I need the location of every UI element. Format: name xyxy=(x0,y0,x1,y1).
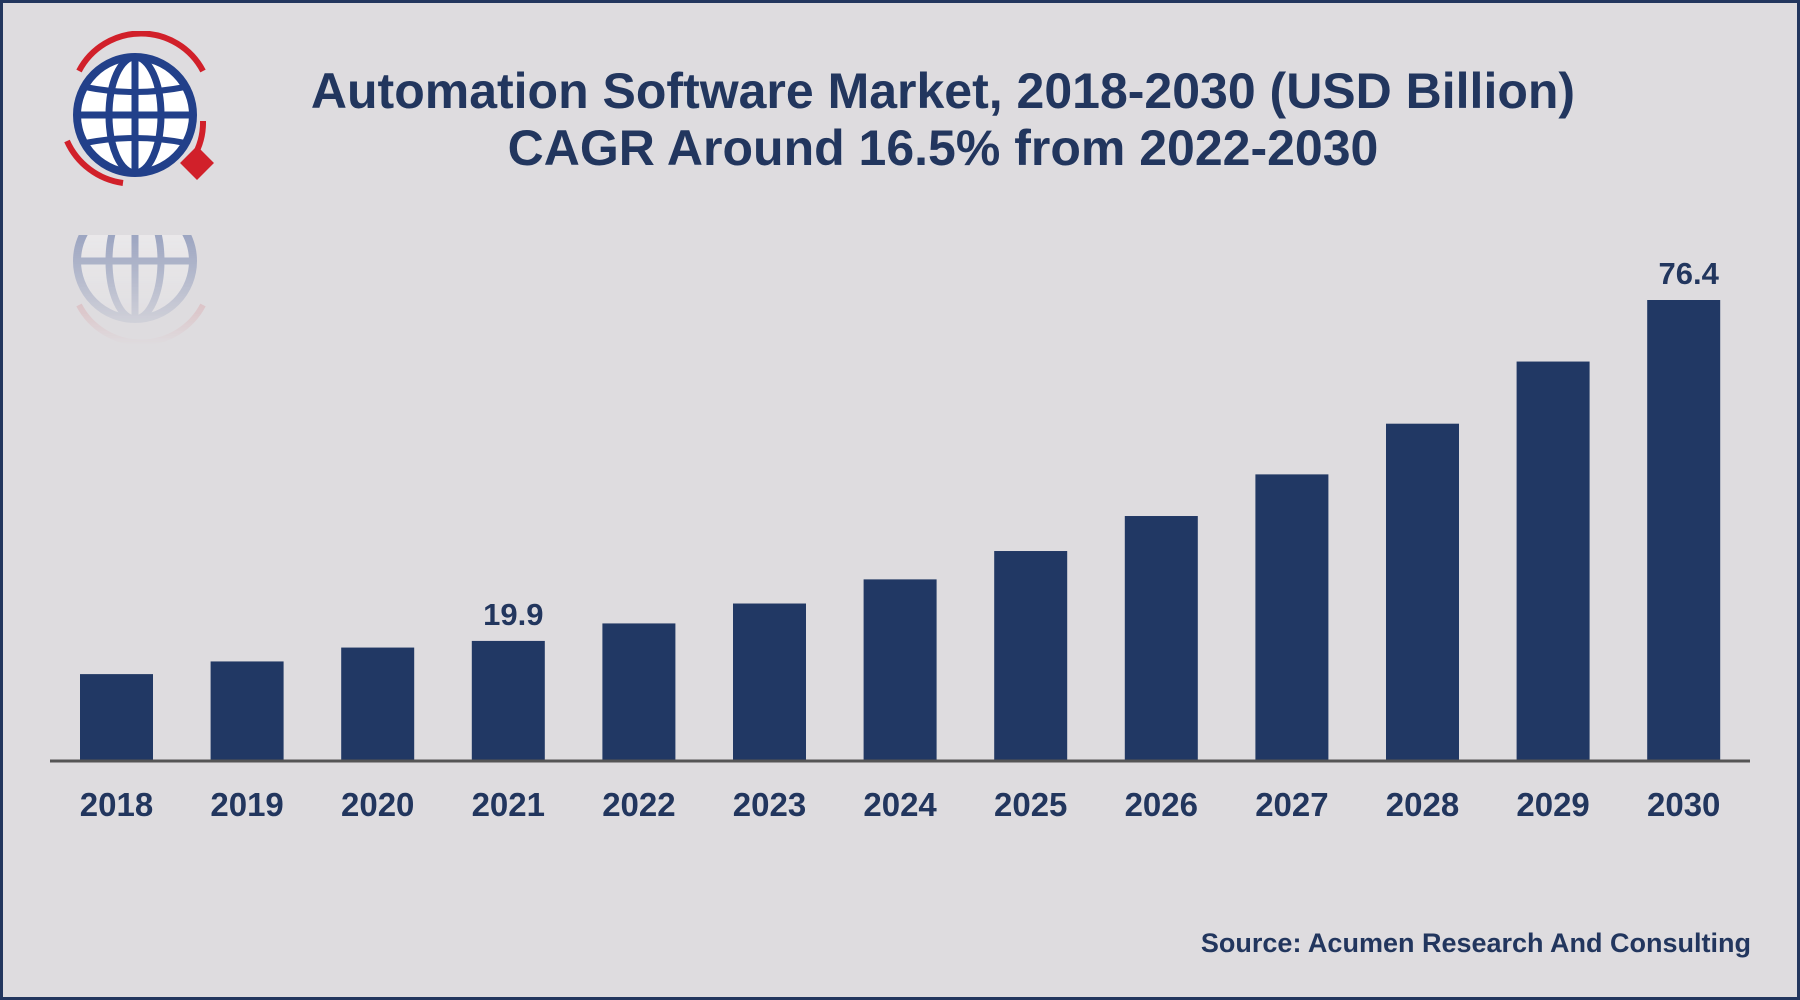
logo-reflection-icon xyxy=(53,235,223,345)
bar-2030 xyxy=(1647,300,1721,761)
x-tick-label-2023: 2023 xyxy=(733,786,806,823)
bar-2026 xyxy=(1124,516,1198,761)
x-tick-labels: 2018 2019 2020 2021 2022 2023 2024 2025 2026 2027… xyxy=(80,786,1721,823)
bar-2021 xyxy=(471,640,545,761)
x-tick-label-2029: 2029 xyxy=(1516,786,1589,823)
x-tick-label-2018: 2018 xyxy=(80,786,153,823)
bar-2024 xyxy=(863,579,937,761)
x-tick-label-2027: 2027 xyxy=(1255,786,1328,823)
bar-series xyxy=(80,300,1721,761)
bar-2029 xyxy=(1516,361,1590,761)
bar-2020 xyxy=(341,647,415,761)
value-labels: 19.9 76.4 xyxy=(483,256,1719,632)
x-tick-label-2019: 2019 xyxy=(210,786,283,823)
x-tick-label-2030: 2030 xyxy=(1647,786,1720,823)
data-label-2030: 76.4 xyxy=(1659,256,1720,291)
bar-2019 xyxy=(210,661,284,761)
x-tick-label-2024: 2024 xyxy=(863,786,937,823)
x-tick-label-2026: 2026 xyxy=(1125,786,1198,823)
bar-2022 xyxy=(602,623,676,761)
bar-2027 xyxy=(1255,474,1329,761)
chart-title: Automation Software Market, 2018-2030 (U… xyxy=(310,63,1576,119)
globe-logo-icon xyxy=(53,30,223,201)
source-note: Source: Acumen Research And Consulting xyxy=(1200,928,1751,958)
bar-2028 xyxy=(1386,423,1459,761)
data-label-2021: 19.9 xyxy=(483,597,543,632)
chart-subtitle: CAGR Around 16.5% from 2022-2030 xyxy=(507,120,1379,176)
bar-2023 xyxy=(733,603,806,761)
x-tick-label-2021: 2021 xyxy=(472,786,545,823)
x-tick-label-2020: 2020 xyxy=(341,786,414,823)
bar-2025 xyxy=(994,551,1068,761)
x-tick-label-2022: 2022 xyxy=(602,786,675,823)
x-tick-label-2025: 2025 xyxy=(994,786,1067,823)
x-tick-label-2028: 2028 xyxy=(1386,786,1459,823)
bar-2018 xyxy=(80,674,153,761)
bar-chart: 2018 2019 2020 2021 2022 2023 2024 2025 2026 2027… xyxy=(50,256,1750,823)
